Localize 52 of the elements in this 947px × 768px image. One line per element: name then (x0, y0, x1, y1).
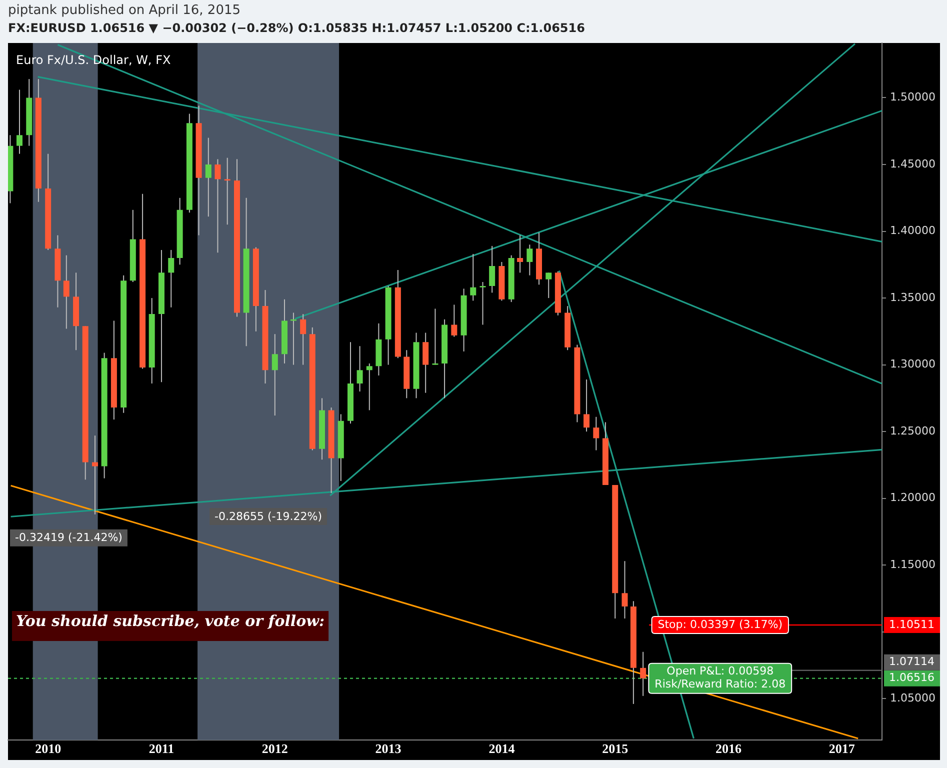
band-label: -0.28655 (-19.22%) (214, 510, 322, 523)
candlestick (300, 314, 306, 366)
y-tick-label: 1.35000 (890, 290, 936, 304)
x-tick-label: 2015 (602, 741, 629, 756)
x-tick-label: 2011 (148, 741, 174, 756)
band-label: -0.32419 (-21.42%) (15, 531, 122, 544)
ref-line-label: 1.06516 (889, 671, 934, 684)
candlestick (640, 651, 646, 696)
candlestick (546, 272, 552, 299)
ref-line-label: 1.10511 (889, 618, 934, 631)
candlestick (480, 282, 486, 326)
x-tick-label: 2017 (828, 741, 856, 756)
candlestick (622, 560, 628, 619)
chart-title: piptank published on April 16, 2015 (8, 3, 241, 18)
y-tick-label: 1.05000 (890, 691, 936, 704)
candlestick (214, 158, 221, 254)
chart-subtitle: FX:EURUSD 1.06516 ▼ −0.00302 (−0.28%) O:1.05835 H:1.07457 L:1.05200 C:1.06516 (8, 21, 585, 35)
y-tick-label: 1.45000 (890, 157, 936, 170)
candlestick (593, 416, 600, 451)
y-tick-label: 1.50000 (890, 90, 936, 104)
candlestick (517, 234, 524, 274)
y-tick-label: 1.25000 (890, 424, 936, 438)
x-tick-label: 2014 (488, 741, 516, 756)
candlestick (205, 137, 212, 218)
candlestick (451, 304, 458, 338)
annotation: Open P&L: 0.00598 Risk/Reward Ratio: 2.08 (654, 664, 786, 691)
annotation: Euro Fx/U.S. Dollar, W, FX (16, 53, 171, 68)
x-tick-label: 2013 (375, 741, 402, 756)
candlestick (470, 253, 476, 302)
y-tick-label: 1.40000 (890, 224, 936, 238)
candlestick (366, 362, 372, 411)
y-tick-label: 1.20000 (890, 491, 936, 504)
x-tick-label: 2012 (262, 741, 288, 756)
candlestick (422, 332, 429, 394)
candlestick (489, 245, 496, 294)
ref-line-label: 1.07114 (889, 655, 934, 668)
annotation: You should subscribe, vote or follow: (16, 612, 325, 630)
y-tick-label: 1.15000 (890, 558, 936, 571)
candlestick (432, 308, 438, 366)
candlestick (16, 89, 22, 154)
candlestick (356, 346, 363, 392)
candlestick (168, 249, 174, 308)
candlestick (63, 254, 70, 330)
y-tick-label: 1.30000 (890, 358, 936, 371)
candlestick (92, 435, 98, 515)
candlestick (272, 334, 278, 416)
candlestick (224, 157, 230, 226)
candlestick (584, 378, 590, 432)
candlestick (526, 244, 533, 276)
x-tick-label: 2016 (716, 741, 742, 756)
annotation: Stop: 0.03397 (3.17%) (658, 618, 782, 631)
x-tick-label: 2010 (35, 741, 62, 756)
